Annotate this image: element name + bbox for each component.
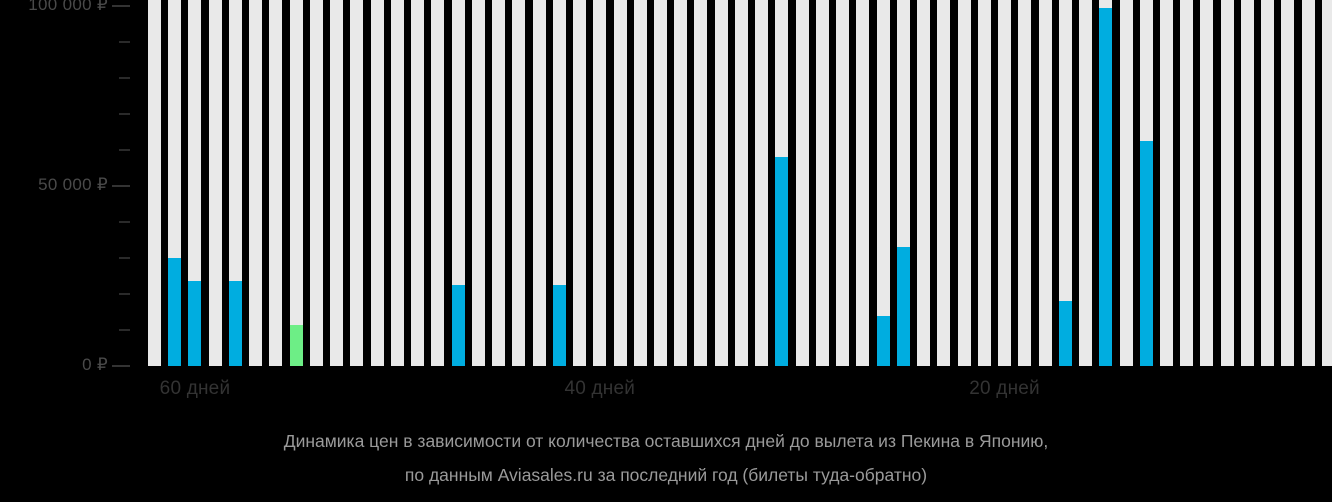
bar-column[interactable] bbox=[471, 0, 485, 366]
bar-column[interactable] bbox=[1099, 0, 1113, 366]
bar-column[interactable] bbox=[309, 0, 323, 366]
y-axis-tick-minor bbox=[119, 329, 130, 331]
bar-fill bbox=[775, 157, 789, 366]
y-axis-label: 50 000 ₽ bbox=[38, 175, 108, 194]
y-axis-tick-major bbox=[112, 185, 130, 187]
y-axis-tick-major bbox=[112, 365, 130, 367]
bar-column[interactable] bbox=[633, 0, 647, 366]
bar-column[interactable] bbox=[1220, 0, 1234, 366]
y-axis-label: 0 ₽ bbox=[82, 355, 108, 374]
bar-fill bbox=[552, 285, 566, 366]
bar-column[interactable] bbox=[1018, 0, 1032, 366]
bar-column[interactable] bbox=[734, 0, 748, 366]
caption-line-1: Динамика цен в зависимости от количества… bbox=[283, 431, 1049, 451]
y-axis-tick-minor bbox=[119, 293, 130, 295]
caption-line-2: по данным Aviasales.ru за последний год … bbox=[404, 465, 928, 485]
bar-fill bbox=[1099, 7, 1113, 366]
bar-fill bbox=[168, 258, 182, 366]
bar-column[interactable] bbox=[1038, 0, 1052, 366]
bar-fill bbox=[1139, 141, 1153, 366]
bar-column[interactable] bbox=[1240, 0, 1254, 366]
bar-column[interactable] bbox=[815, 0, 829, 366]
bar-column[interactable] bbox=[390, 0, 404, 366]
bar-column[interactable] bbox=[694, 0, 708, 366]
bar-column[interactable] bbox=[1180, 0, 1194, 366]
bar-column[interactable] bbox=[431, 0, 445, 366]
bar-column[interactable] bbox=[1079, 0, 1093, 366]
bar-column[interactable] bbox=[654, 0, 667, 366]
bar-column[interactable] bbox=[411, 0, 425, 366]
bar-column[interactable] bbox=[998, 0, 1012, 366]
bar-column[interactable] bbox=[1321, 0, 1332, 366]
bar-column[interactable] bbox=[1261, 0, 1275, 366]
bar-column[interactable] bbox=[552, 0, 566, 366]
bar-column[interactable] bbox=[168, 0, 182, 366]
bar-column[interactable] bbox=[370, 0, 384, 366]
bar-column[interactable] bbox=[775, 0, 789, 366]
y-axis: 100 000 ₽ 50 000 ₽ 0 ₽ bbox=[0, 0, 138, 375]
bar-fill bbox=[876, 315, 890, 366]
bar-column[interactable] bbox=[350, 0, 364, 366]
bar-fill bbox=[289, 324, 303, 366]
bar-column[interactable] bbox=[188, 0, 202, 366]
bar-column[interactable] bbox=[148, 0, 161, 366]
bar-column[interactable] bbox=[1139, 0, 1153, 366]
bar-column[interactable] bbox=[269, 0, 283, 366]
bar-column[interactable] bbox=[1160, 0, 1173, 366]
bar-column[interactable] bbox=[228, 0, 242, 366]
bar-column[interactable] bbox=[714, 0, 728, 366]
bar-column[interactable] bbox=[249, 0, 263, 366]
y-axis-tick-minor bbox=[119, 257, 130, 259]
x-axis-label: 20 дней bbox=[969, 378, 1040, 399]
bar-column[interactable] bbox=[876, 0, 890, 366]
bar-column[interactable] bbox=[573, 0, 587, 366]
chart-caption: Динамика цен в зависимости от количества… bbox=[0, 424, 1332, 492]
bar-column[interactable] bbox=[593, 0, 607, 366]
x-axis-label: 40 дней bbox=[564, 378, 636, 399]
bar-column[interactable] bbox=[1058, 0, 1072, 366]
bar-column[interactable] bbox=[451, 0, 465, 366]
bar-column[interactable] bbox=[937, 0, 951, 366]
bar-column[interactable] bbox=[208, 0, 222, 366]
bar-column[interactable] bbox=[1200, 0, 1214, 366]
y-axis-tick-minor bbox=[119, 221, 130, 223]
bar-column[interactable] bbox=[755, 0, 769, 366]
bar-column[interactable] bbox=[532, 0, 546, 366]
y-axis-tick-minor bbox=[119, 113, 130, 115]
bar-column[interactable] bbox=[1281, 0, 1295, 366]
bar-column[interactable] bbox=[896, 0, 910, 366]
y-axis-tick-major bbox=[112, 5, 130, 7]
bar-column[interactable] bbox=[856, 0, 870, 366]
plot-area bbox=[138, 0, 1332, 366]
bar-fill bbox=[896, 247, 910, 366]
bar-fill bbox=[228, 281, 242, 366]
bar-column[interactable] bbox=[289, 0, 303, 366]
bar-fill bbox=[1058, 301, 1072, 366]
y-axis-tick-minor bbox=[119, 77, 130, 79]
bar-column[interactable] bbox=[330, 0, 344, 366]
bar-column[interactable] bbox=[917, 0, 931, 366]
bar-fill bbox=[188, 281, 202, 366]
y-axis-label: 100 000 ₽ bbox=[28, 0, 108, 14]
bar-fill bbox=[451, 285, 465, 366]
bar-column[interactable] bbox=[1301, 0, 1315, 366]
bar-column[interactable] bbox=[977, 0, 991, 366]
bar-column[interactable] bbox=[795, 0, 809, 366]
y-axis-tick-minor bbox=[119, 149, 130, 151]
bar-column[interactable] bbox=[613, 0, 627, 366]
bar-column[interactable] bbox=[957, 0, 971, 366]
bar-column[interactable] bbox=[492, 0, 506, 366]
bar-column[interactable] bbox=[836, 0, 850, 366]
bar-column[interactable] bbox=[674, 0, 688, 366]
y-axis-tick-minor bbox=[119, 41, 130, 43]
bar-column[interactable] bbox=[1119, 0, 1133, 366]
bar-column[interactable] bbox=[512, 0, 526, 366]
bar-series bbox=[138, 0, 1332, 366]
x-axis-label: 60 дней bbox=[159, 378, 231, 399]
